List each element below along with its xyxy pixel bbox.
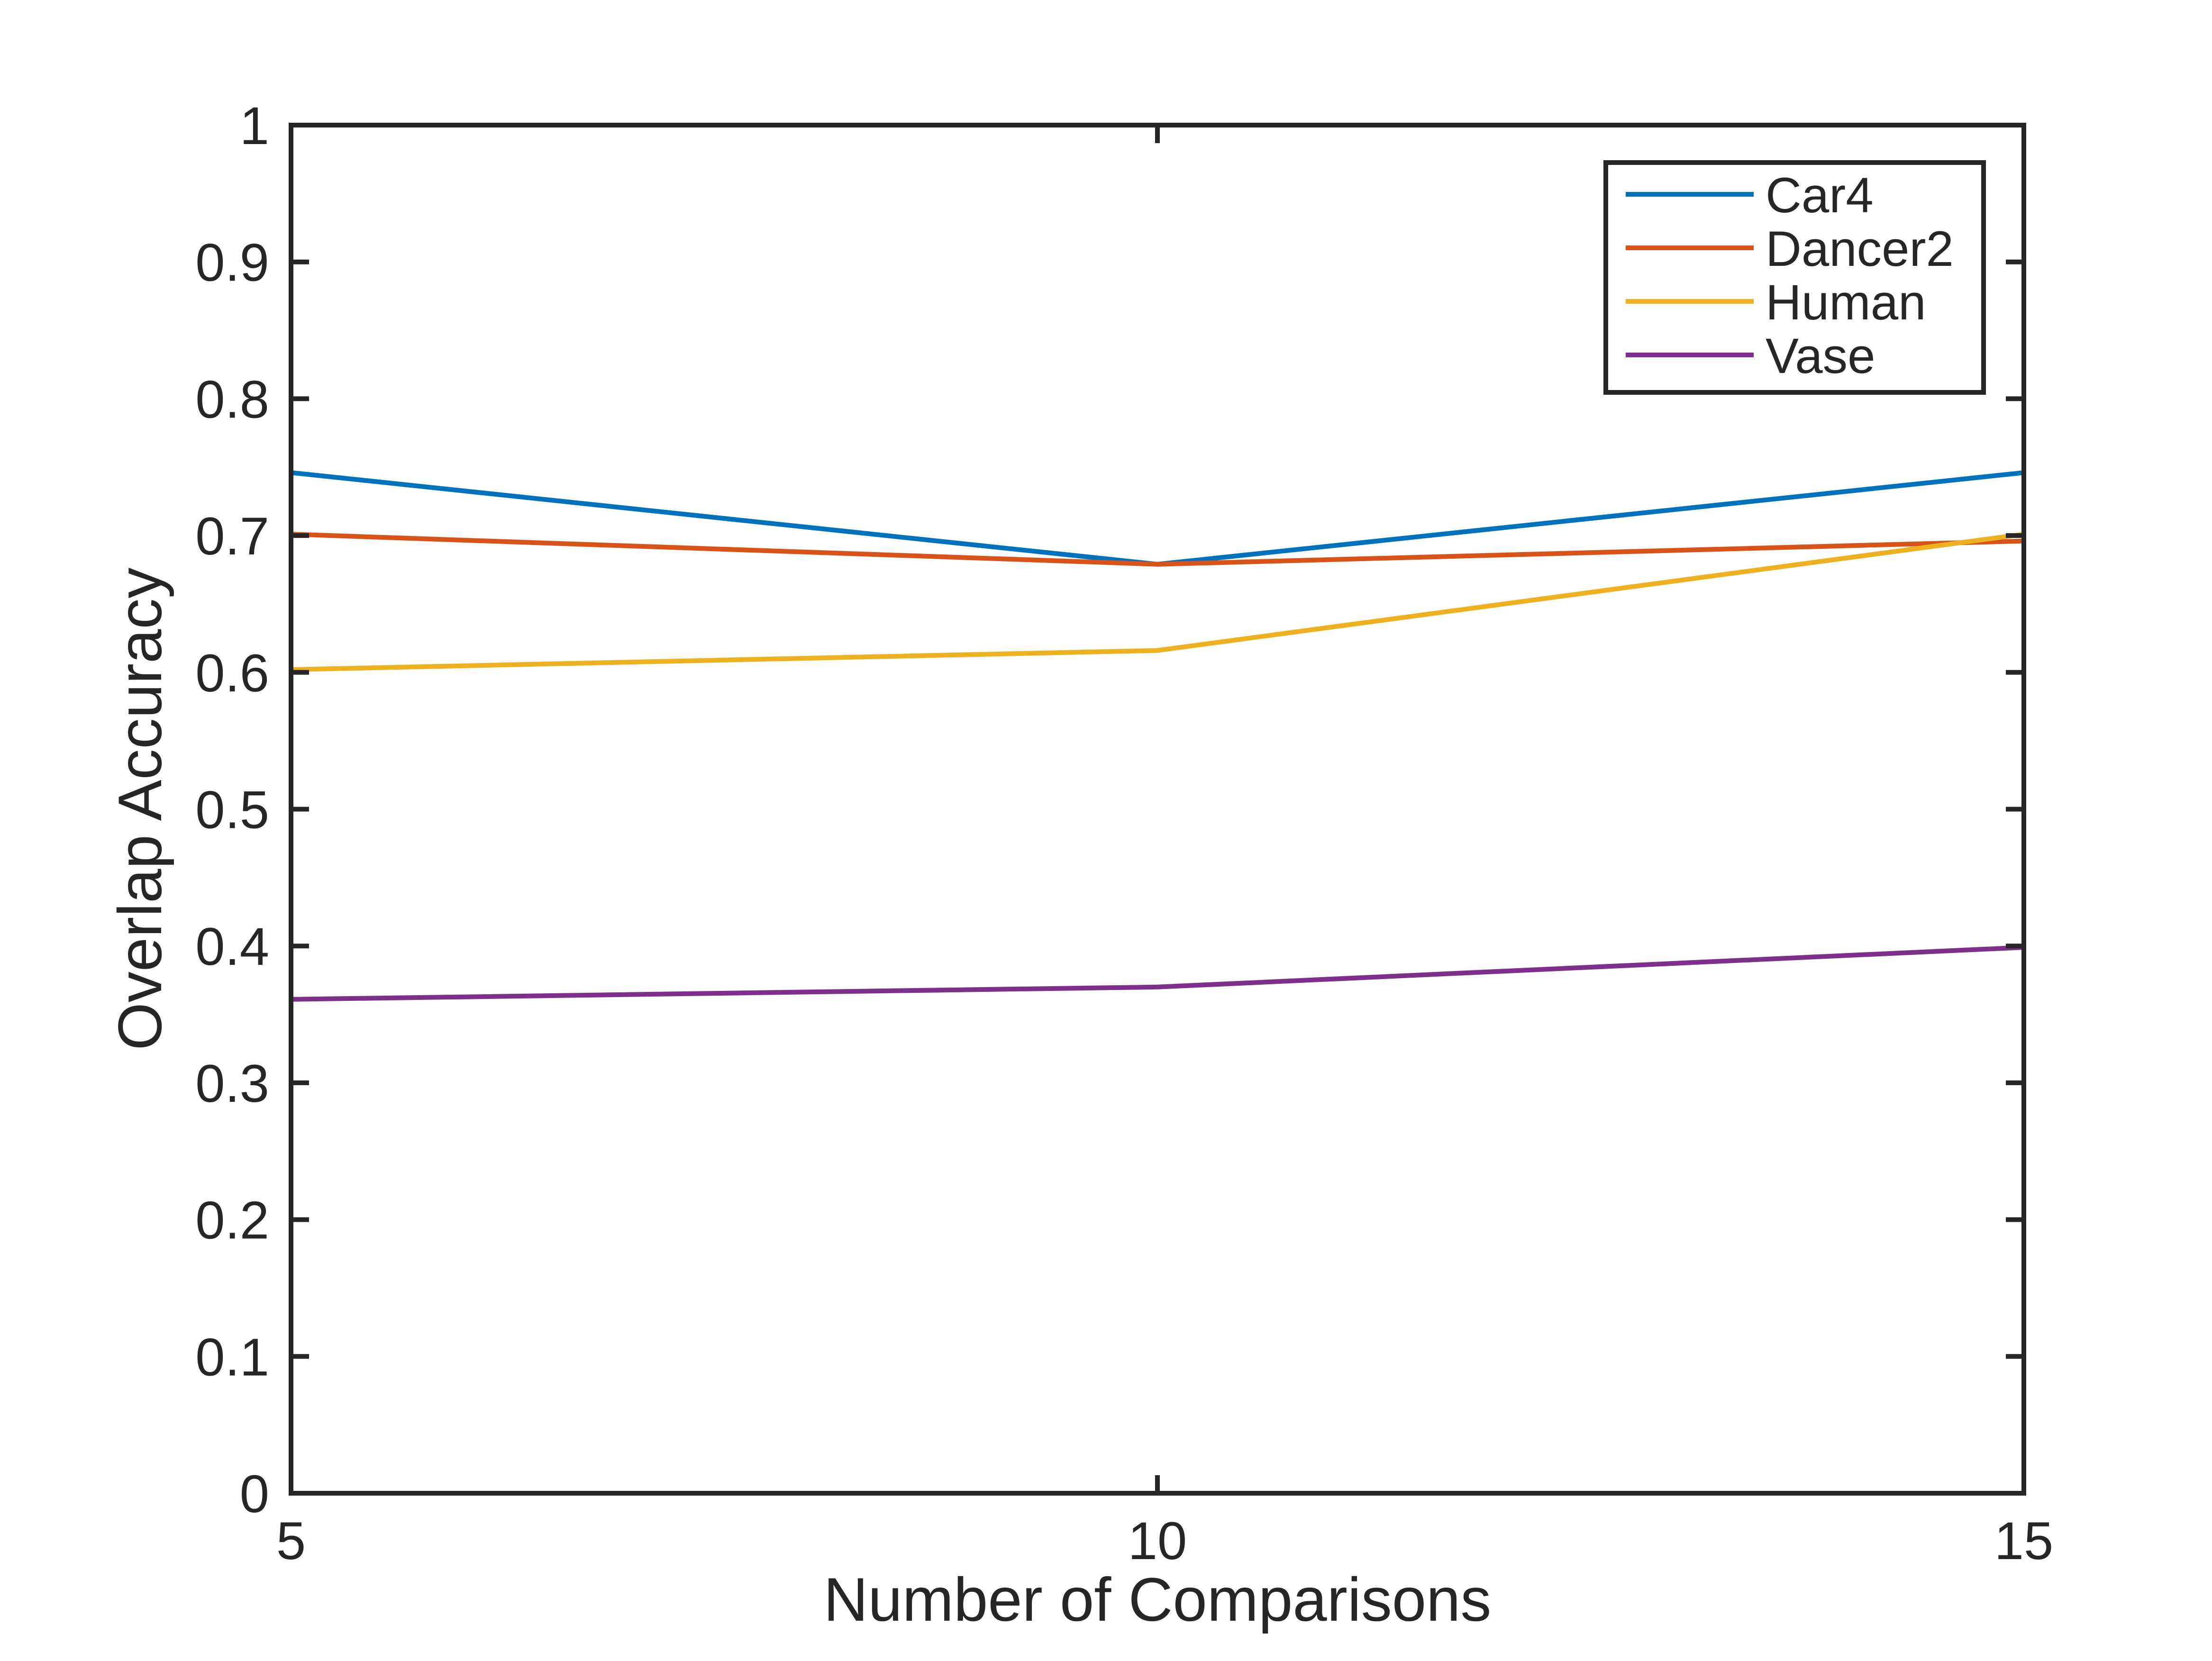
y-tick-label: 0.5 xyxy=(195,781,269,840)
legend-label-vase: Vase xyxy=(1766,328,1875,384)
y-tick-label: 0.4 xyxy=(195,917,269,976)
series-layer xyxy=(291,470,2024,1002)
legend-label-dancer2: Dancer2 xyxy=(1766,221,1954,277)
y-tick-label: 0.3 xyxy=(195,1054,269,1113)
series-line-dancer2 xyxy=(291,532,2024,567)
series-line-vase xyxy=(291,945,2024,1002)
y-tick-label: 0.6 xyxy=(195,644,269,703)
y-tick-label: 0 xyxy=(240,1464,269,1524)
y-tick-label: 0.2 xyxy=(195,1191,269,1250)
y-ticks: 0 0.1 0.2 0.3 0.4 0.5 0.6 0.7 0.8 0.9 1 xyxy=(195,96,2024,1524)
legend-label-human: Human xyxy=(1766,275,1926,330)
y-axis-title: Overlap Accuracy xyxy=(105,568,174,1051)
x-tick-label: 15 xyxy=(1994,1511,2054,1570)
legend-label-car4: Car4 xyxy=(1766,168,1874,223)
y-tick-label: 0.1 xyxy=(195,1327,269,1387)
x-tick-label: 10 xyxy=(1128,1511,1187,1570)
x-axis-title: Number of Comparisons xyxy=(824,1565,1492,1634)
y-tick-label: 1 xyxy=(240,96,269,155)
y-tick-label: 0.9 xyxy=(195,233,269,292)
x-tick-label: 5 xyxy=(276,1511,306,1570)
y-tick-label: 0.8 xyxy=(195,370,269,429)
x-ticks: 5 10 15 xyxy=(276,125,2053,1570)
series-line-human xyxy=(291,532,2024,672)
y-tick-label: 0.7 xyxy=(195,507,269,566)
